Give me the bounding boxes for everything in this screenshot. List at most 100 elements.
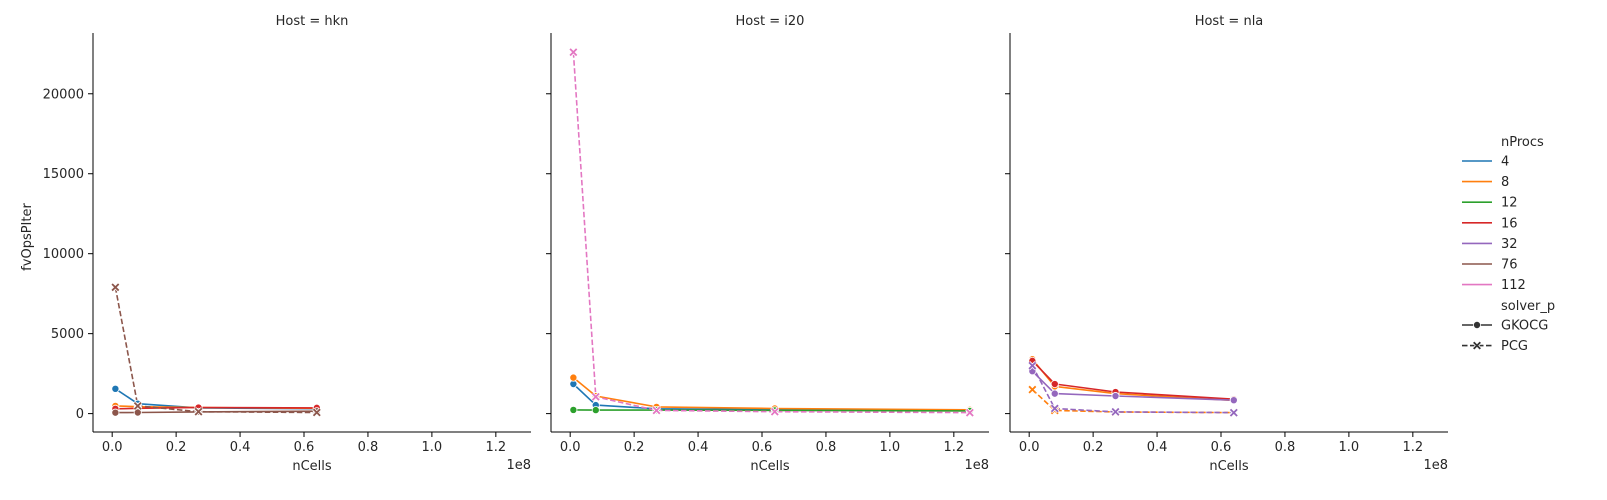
data-point-x <box>1111 407 1120 416</box>
series-line-32-gkocg <box>1031 370 1234 401</box>
legend-label: 12 <box>1501 196 1518 211</box>
data-point-x <box>1473 341 1481 350</box>
data-point-circle <box>569 405 578 414</box>
plot-area <box>1027 355 1239 418</box>
x-tick-label: 0.8 <box>358 440 379 455</box>
legend-entry-solver-gkocg: GKOCG <box>1462 319 1548 334</box>
data-point-x <box>1229 408 1238 417</box>
x-tick-label: 1.0 <box>1339 440 1360 455</box>
legend-label: 4 <box>1501 155 1509 170</box>
x-tick-label: 1.2 <box>943 440 964 455</box>
data-point-x <box>965 408 974 417</box>
data-point-x <box>1050 404 1059 413</box>
x-axis-label: nCells <box>1209 459 1249 474</box>
x-tick-label: 1.2 <box>1402 440 1423 455</box>
x-tick-label: 0.0 <box>560 440 581 455</box>
series-line-112-pcg <box>572 52 970 414</box>
data-point-circle <box>111 384 120 393</box>
legend-label: GKOCG <box>1501 319 1548 334</box>
y-tick-label: 10000 <box>43 247 84 262</box>
panel-1: Host = hkn 0 5000 10000 15000 20000 0.0 0.2 0.4 0… <box>43 14 531 474</box>
data-point-circle <box>133 408 142 417</box>
panel-title: Host = hkn <box>276 14 349 29</box>
x-tick-label: 0.8 <box>816 440 837 455</box>
series-line-76-pcg <box>114 287 317 414</box>
legend-entry-solver-pcg: PCG <box>1462 339 1528 354</box>
x-axis-offset-label: 1e8 <box>506 458 531 473</box>
legend-label: 76 <box>1501 258 1518 273</box>
legend-entry-nprocs-16: 16 <box>1462 216 1518 231</box>
series-line-4-gkocg <box>114 388 317 410</box>
x-tick-label: 1.2 <box>485 440 506 455</box>
y-tick-label: 15000 <box>43 167 84 182</box>
plot-area <box>568 47 975 418</box>
legend-entry-nprocs-76: 76 <box>1462 258 1518 273</box>
series-line-76-gkocg <box>115 410 317 414</box>
panel-title: Host = i20 <box>736 14 805 29</box>
data-point-circle <box>1050 389 1059 398</box>
series-line-16-gkocg <box>115 406 317 410</box>
x-tick-label: 0.2 <box>1083 440 1104 455</box>
legend-entry-nprocs-12: 12 <box>1462 196 1518 211</box>
y-tick-label: 20000 <box>43 87 84 102</box>
data-point-circle <box>1050 380 1059 389</box>
panel-3: Host = nla 0.0 0.2 0.4 0.6 0.8 1.0 1.2 nCells 1e8 <box>1005 14 1448 474</box>
series-markers-32-pcg <box>1027 361 1239 418</box>
x-tick-label: 0.4 <box>230 440 251 455</box>
data-point-circle <box>1229 396 1238 405</box>
x-tick-label: 0.0 <box>102 440 123 455</box>
data-point-x <box>133 401 142 410</box>
legend-style-entries: GKOCG PCG <box>1462 319 1548 354</box>
legend-label: 112 <box>1501 278 1526 293</box>
x-axis-label: nCells <box>292 459 332 474</box>
x-tick-label: 0.8 <box>1275 440 1296 455</box>
series-line-8-pcg <box>1031 389 1234 414</box>
legend: nProcs 4 8 12 16 32 76 112 solver_p GKOCG PCG <box>1462 135 1555 354</box>
panel-2: Host = i20 0.0 0.2 0.4 0.6 0.8 1.0 1.2 nCells 1e8 <box>546 14 989 474</box>
legend-entry-nprocs-112: 112 <box>1462 278 1526 293</box>
data-point-x <box>770 407 779 416</box>
x-tick-label: 0.4 <box>1147 440 1168 455</box>
legend-label: 32 <box>1501 237 1518 252</box>
x-tick-label: 0.6 <box>1211 440 1232 455</box>
legend-label: 8 <box>1501 175 1509 190</box>
x-tick-label: 0.6 <box>752 440 773 455</box>
data-point-x <box>591 392 600 401</box>
chart-panels: Host = hkn 0 5000 10000 15000 20000 0.0 0.2 0.4 0… <box>43 14 1448 474</box>
legend-label: 16 <box>1501 216 1518 231</box>
legend-entry-nprocs-8: 8 <box>1462 175 1509 190</box>
x-tick-label: 0.6 <box>294 440 315 455</box>
y-tick-label: 0 <box>76 407 84 422</box>
x-tick-label: 0.2 <box>624 440 645 455</box>
y-tick-label: 5000 <box>51 327 84 342</box>
x-tick-label: 0.2 <box>166 440 187 455</box>
data-point-circle <box>1473 320 1482 329</box>
legend-hue-entries: 4 8 12 16 32 76 112 <box>1462 155 1526 293</box>
series-markers-112-pcg <box>568 47 975 418</box>
series-line-8-gkocg <box>572 376 970 411</box>
data-point-circle <box>1111 392 1120 401</box>
data-point-x <box>111 283 120 292</box>
x-axis-offset-label: 1e8 <box>964 458 989 473</box>
x-tick-label: 0.4 <box>688 440 709 455</box>
series-line-32-pcg <box>1031 365 1234 414</box>
x-tick-label: 0.0 <box>1019 440 1040 455</box>
series-markers-76-pcg <box>110 282 322 417</box>
data-point-x <box>1028 361 1037 370</box>
data-point-circle <box>569 373 578 382</box>
data-point-x <box>1028 385 1037 394</box>
data-point-circle <box>591 406 600 415</box>
legend-label: PCG <box>1501 339 1528 354</box>
series-markers-32-gkocg <box>1028 367 1238 405</box>
legend-entry-nprocs-4: 4 <box>1462 155 1509 170</box>
panel-title: Host = nla <box>1195 14 1264 29</box>
y-axis-label: fvOpsPIter <box>20 203 35 271</box>
x-axis-label: nCells <box>750 459 790 474</box>
data-point-x <box>194 407 203 416</box>
data-point-x <box>652 406 661 415</box>
x-tick-label: 1.0 <box>422 440 443 455</box>
x-tick-label: 1.0 <box>880 440 901 455</box>
data-point-x <box>569 48 578 57</box>
data-point-x <box>312 408 321 417</box>
